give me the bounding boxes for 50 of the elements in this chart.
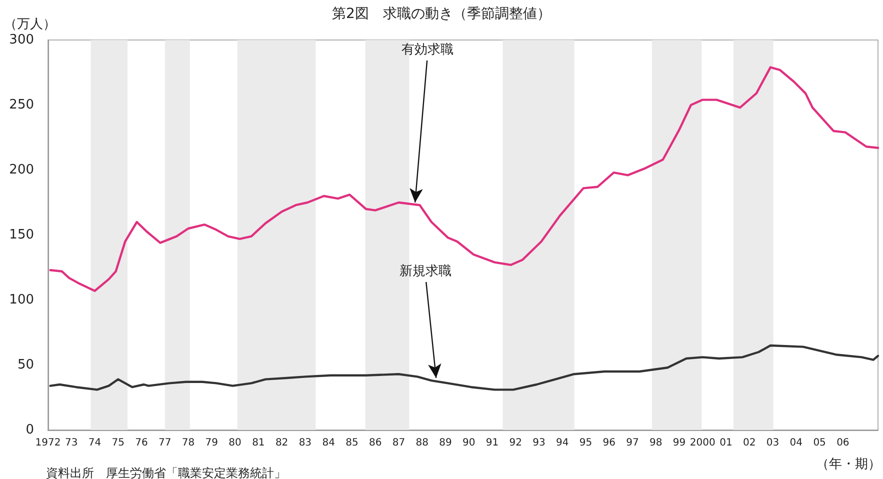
x-tick-label: 06 — [836, 438, 850, 448]
x-tick-label: 98 — [650, 438, 662, 448]
x-tick-label: 90 — [462, 438, 476, 448]
x-tick-label: 1972 — [35, 438, 61, 448]
x-tick-label: 78 — [182, 438, 195, 448]
x-tick-label: 84 — [322, 438, 335, 448]
y-tick-label: 200 — [9, 162, 34, 178]
y-tick-label: 300 — [9, 32, 34, 48]
x-tick-label: 82 — [275, 438, 288, 448]
x-tick-label: 74 — [88, 438, 102, 448]
x-tick-label: 86 — [368, 438, 382, 448]
y-axis-title: （万人） — [4, 17, 56, 32]
x-tick-label: 03 — [766, 438, 780, 448]
x-tick-label: 88 — [416, 438, 428, 448]
x-tick-label: 97 — [626, 438, 639, 448]
annotation: 有効求職 — [401, 42, 454, 58]
x-tick-label: 83 — [298, 438, 312, 448]
annotation: 新規求職 — [400, 264, 452, 280]
x-tick-label: 01 — [720, 438, 732, 448]
x-tick-label: 94 — [556, 438, 569, 448]
y-tick-label: 250 — [9, 98, 34, 112]
x-tick-label: 95 — [579, 438, 592, 448]
x-tick-label: 99 — [672, 438, 686, 448]
x-tick-label: 79 — [205, 438, 218, 448]
x-tick-label: 85 — [346, 438, 358, 448]
x-tick-label: 73 — [65, 438, 78, 448]
x-tick-label: 96 — [602, 438, 616, 448]
x-tick-label: 75 — [112, 438, 125, 448]
x-tick-label: 91 — [486, 438, 499, 448]
x-tick-label: 87 — [392, 438, 406, 448]
y-tick-label: 100 — [9, 292, 34, 308]
chart-title: 第2図 求職の動き（季節調整値） — [332, 6, 551, 22]
text: 資料出所 厚生労働省「職業安定業務統計」 — [46, 466, 286, 479]
x-tick-label: 76 — [135, 438, 148, 448]
x-tick-label: 81 — [252, 438, 265, 448]
y-tick-label: 0 — [26, 422, 34, 438]
x-tick-label: 93 — [532, 438, 546, 448]
x-tick-label: 80 — [228, 438, 242, 448]
y-tick-label: 150 — [9, 228, 34, 242]
line-series — [49, 344, 880, 391]
x-tick-label: 05 — [813, 438, 826, 448]
x-tick-label: 04 — [790, 438, 803, 448]
line-series — [49, 66, 880, 292]
x-tick-label: 89 — [439, 438, 452, 448]
x-tick-label: 77 — [158, 438, 172, 448]
x-axis-title: （年・期） — [816, 457, 881, 472]
x-tick-label: 92 — [509, 438, 522, 448]
y-tick-label: 50 — [17, 358, 34, 372]
x-tick-label: 2000 — [690, 438, 716, 448]
x-tick-label: 02 — [743, 438, 756, 448]
